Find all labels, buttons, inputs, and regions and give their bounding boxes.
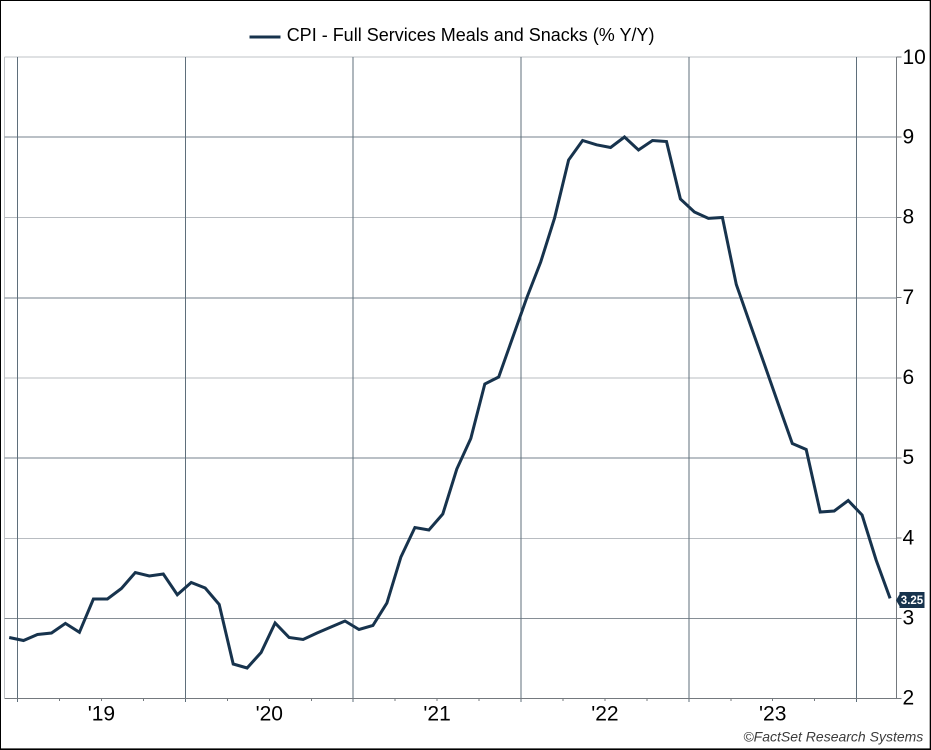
svg-text:'23: '23 — [759, 703, 786, 726]
svg-text:5: 5 — [903, 446, 915, 469]
svg-text:8: 8 — [903, 206, 915, 229]
svg-text:'19: '19 — [88, 703, 115, 726]
svg-text:©FactSet Research Systems: ©FactSet Research Systems — [743, 728, 923, 744]
svg-text:3: 3 — [903, 607, 915, 630]
svg-text:'21: '21 — [423, 703, 450, 726]
svg-text:6: 6 — [903, 366, 915, 389]
svg-text:7: 7 — [903, 286, 915, 309]
svg-text:9: 9 — [903, 125, 915, 148]
svg-text:'20: '20 — [256, 703, 283, 726]
svg-text:3.25: 3.25 — [901, 595, 924, 607]
svg-text:4: 4 — [903, 526, 915, 549]
svg-text:CPI - Full Services Meals and: CPI - Full Services Meals and Snacks (% … — [287, 25, 655, 45]
svg-text:'22: '22 — [591, 703, 618, 726]
svg-text:2: 2 — [903, 687, 915, 710]
svg-text:10: 10 — [903, 46, 926, 69]
